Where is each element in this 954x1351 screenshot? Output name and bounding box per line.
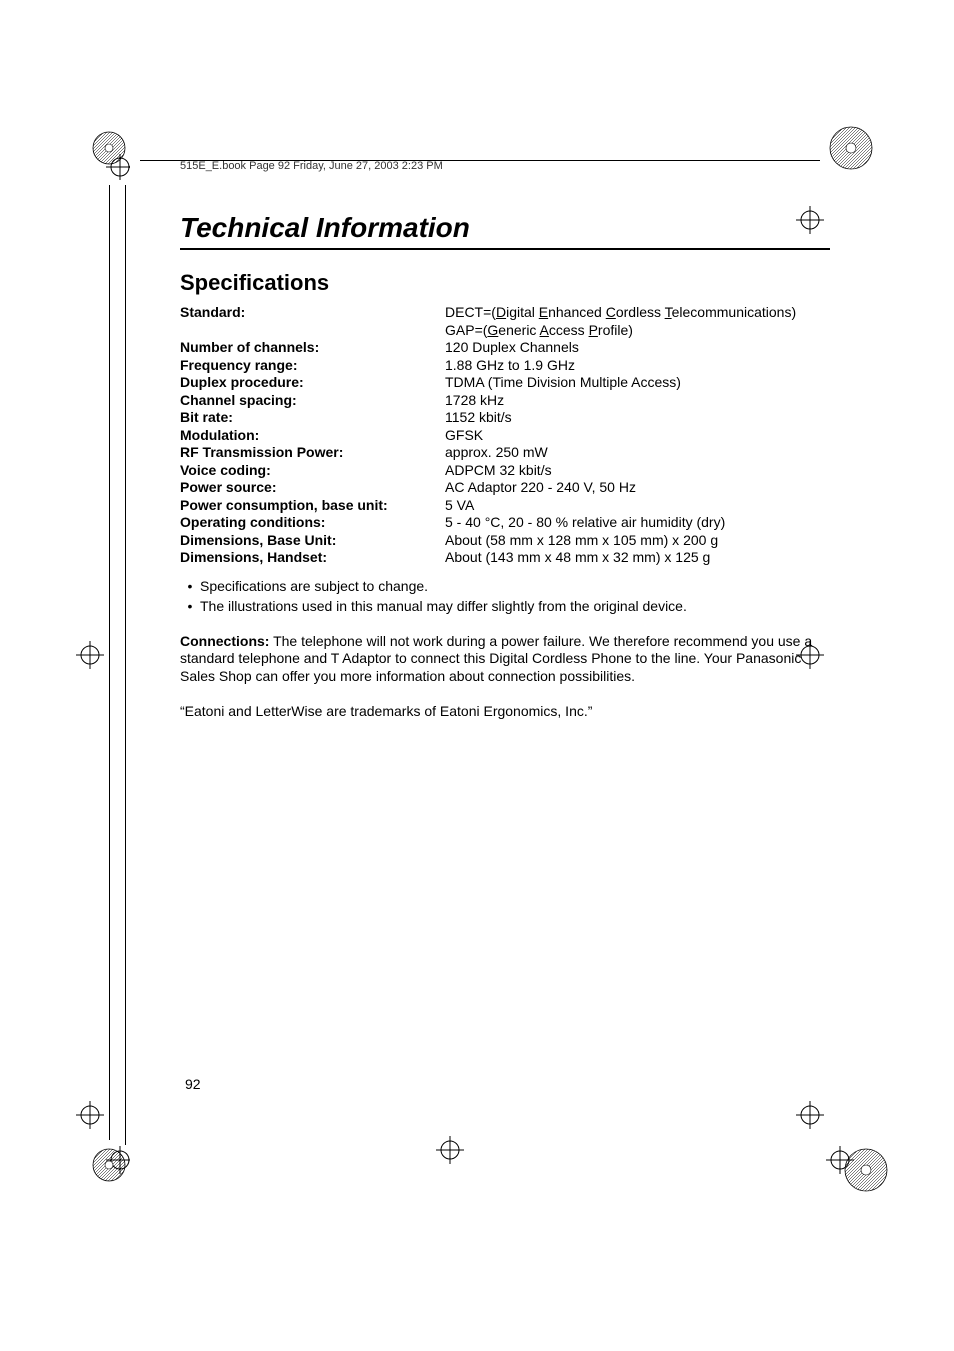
spec-value: About (58 mm x 128 mm x 105 mm) x 200 g [445,532,830,550]
spec-label: Dimensions, Base Unit: [180,532,445,550]
spec-label: Operating conditions: [180,514,445,532]
spec-row: Duplex procedure:TDMA (Time Division Mul… [180,374,830,392]
connections-label: Connections: [180,633,269,649]
spec-value: ADPCM 32 kbit/s [445,462,830,480]
spec-label: Frequency range: [180,357,445,375]
main-title: Technical Information [180,212,830,250]
spec-label: Power source: [180,479,445,497]
spec-value: approx. 250 mW [445,444,830,462]
notes-list: •Specifications are subject to change.•T… [180,577,830,615]
registration-mark-icon [828,125,874,171]
crosshair-icon [430,1130,470,1170]
note-text: The illustrations used in this manual ma… [200,597,687,615]
spec-row: Channel spacing:1728 kHz [180,392,830,410]
page-number: 92 [185,1076,201,1092]
spec-value: AC Adaptor 220 - 240 V, 50 Hz [445,479,830,497]
spec-row: Operating conditions:5 - 40 °C, 20 - 80 … [180,514,830,532]
spec-label: Standard: [180,304,445,322]
spec-table: Standard:DECT=(Digital Enhanced Cordless… [180,304,830,567]
spec-label: Power consumption, base unit: [180,497,445,515]
spec-value: 1728 kHz [445,392,830,410]
note-text: Specifications are subject to change. [200,577,428,595]
spec-value: 5 - 40 °C, 20 - 80 % relative air humidi… [445,514,830,532]
registration-mark-icon [843,1147,889,1193]
bullet-icon: • [180,577,200,595]
spec-value: About (143 mm x 48 mm x 32 mm) x 125 g [445,549,830,567]
spec-row: Modulation:GFSK [180,427,830,445]
crop-line-vertical-2 [125,185,126,1145]
bullet-icon: • [180,597,200,615]
registration-mark-icon [91,1147,127,1183]
spec-row: Voice coding:ADPCM 32 kbit/s [180,462,830,480]
spec-value: DECT=(Digital Enhanced Cordless Telecomm… [445,304,830,322]
spec-label: Modulation: [180,427,445,445]
crosshair-icon [70,635,110,675]
note-item: •Specifications are subject to change. [180,577,830,595]
crosshair-icon [70,1095,110,1135]
spec-label: Dimensions, Handset: [180,549,445,567]
connections-text: The telephone will not work during a pow… [180,633,812,684]
crosshair-icon [790,1095,830,1135]
spec-row: Dimensions, Handset:About (143 mm x 48 m… [180,549,830,567]
connections-paragraph: Connections: The telephone will not work… [180,633,830,686]
spec-value: GAP=(Generic Access Profile) [445,322,830,340]
spec-row: RF Transmission Power:approx. 250 mW [180,444,830,462]
spec-value: 1.88 GHz to 1.9 GHz [445,357,830,375]
spec-label: Duplex procedure: [180,374,445,392]
page-header: 515E_E.book Page 92 Friday, June 27, 200… [180,160,830,172]
spec-label: Number of channels: [180,339,445,357]
spec-row: Power consumption, base unit:5 VA [180,497,830,515]
spec-value: TDMA (Time Division Multiple Access) [445,374,830,392]
spec-row: Frequency range:1.88 GHz to 1.9 GHz [180,357,830,375]
spec-row: Dimensions, Base Unit:About (58 mm x 128… [180,532,830,550]
spec-row: GAP=(Generic Access Profile) [180,322,830,340]
spec-row: Standard:DECT=(Digital Enhanced Cordless… [180,304,830,322]
crosshair-icon [70,140,130,180]
crosshair-icon [790,635,830,675]
note-item: •The illustrations used in this manual m… [180,597,830,615]
spec-label: Channel spacing: [180,392,445,410]
spec-row: Bit rate:1152 kbit/s [180,409,830,427]
spec-value: 1152 kbit/s [445,409,830,427]
spec-value: GFSK [445,427,830,445]
spec-value: 5 VA [445,497,830,515]
spec-value: 120 Duplex Channels [445,339,830,357]
spec-row: Number of channels:120 Duplex Channels [180,339,830,357]
section-title: Specifications [180,270,830,296]
spec-label [180,322,445,340]
spec-label: Bit rate: [180,409,445,427]
page-content: 515E_E.book Page 92 Friday, June 27, 200… [180,160,830,719]
spec-label: Voice coding: [180,462,445,480]
crosshair-icon [790,200,830,240]
spec-row: Power source:AC Adaptor 220 - 240 V, 50 … [180,479,830,497]
trademark-notice: “Eatoni and LetterWise are trademarks of… [180,703,830,719]
spec-label: RF Transmission Power: [180,444,445,462]
